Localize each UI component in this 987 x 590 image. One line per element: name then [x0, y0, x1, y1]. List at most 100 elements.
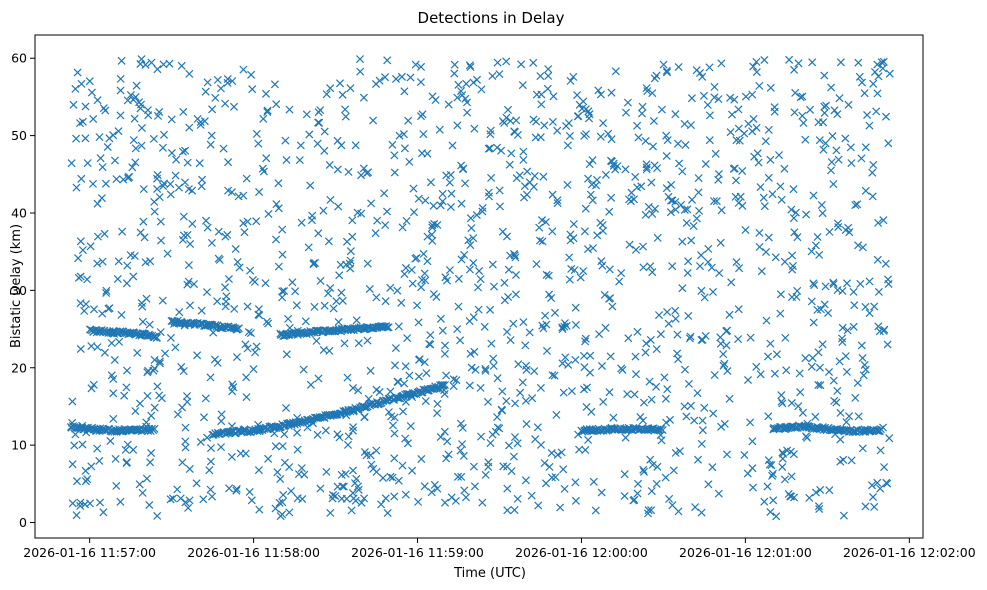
- detection-point: [712, 197, 721, 206]
- detection-point: [504, 292, 513, 302]
- detection-point: [584, 114, 594, 123]
- detection-point: [565, 131, 574, 141]
- detection-point: [707, 263, 716, 272]
- detection-point: [558, 325, 567, 334]
- detection-point: [851, 393, 860, 402]
- detection-point: [74, 273, 83, 282]
- detection-point: [184, 503, 193, 512]
- detection-point: [116, 111, 125, 120]
- detection-point: [276, 512, 285, 521]
- detection-point: [305, 416, 314, 425]
- detection-point: [885, 434, 894, 443]
- detection-point: [344, 432, 353, 441]
- detection-point: [741, 92, 750, 101]
- detection-point: [441, 273, 450, 282]
- detection-point: [171, 171, 180, 180]
- detection-point: [111, 454, 120, 463]
- detection-point: [597, 361, 607, 371]
- detection-point: [785, 55, 794, 64]
- detection-point: [624, 334, 633, 343]
- detection-point: [423, 149, 432, 158]
- detection-point: [417, 283, 426, 292]
- detection-point: [537, 100, 546, 109]
- detection-point: [604, 129, 613, 138]
- detection-point: [167, 148, 176, 158]
- detection-point: [571, 496, 580, 505]
- detection-point: [416, 78, 425, 87]
- detection-point: [274, 204, 283, 213]
- detection-point: [349, 423, 358, 432]
- detection-point: [335, 433, 344, 442]
- detection-point: [85, 77, 94, 86]
- detection-point: [859, 371, 868, 380]
- detection-point: [319, 206, 328, 215]
- detection-point: [633, 121, 642, 130]
- detection-point: [548, 117, 557, 126]
- detection-point: [101, 179, 110, 188]
- detection-point: [842, 279, 852, 288]
- detection-point: [845, 412, 854, 421]
- detection-point: [680, 205, 689, 214]
- detection-point: [184, 185, 193, 194]
- detection-point: [232, 486, 241, 495]
- detection-point: [93, 259, 102, 268]
- detection-point: [787, 398, 796, 408]
- detection-point: [413, 301, 422, 310]
- detection-point: [467, 224, 476, 233]
- detection-point: [402, 216, 411, 225]
- detection-point: [285, 105, 294, 114]
- detection-point: [243, 344, 252, 353]
- detection-point: [326, 84, 335, 93]
- detection-point: [711, 149, 720, 158]
- detection-point: [668, 501, 677, 510]
- detection-point: [615, 277, 624, 286]
- detection-point: [633, 489, 642, 498]
- detection-point: [232, 484, 241, 493]
- detection-point: [98, 257, 107, 266]
- detection-point: [146, 426, 155, 436]
- detection-point: [213, 297, 222, 306]
- detection-point: [116, 497, 125, 506]
- detection-point: [282, 155, 291, 165]
- detection-point: [131, 144, 140, 153]
- detection-point: [372, 293, 381, 302]
- detection-point: [855, 72, 864, 81]
- detection-point: [838, 337, 847, 347]
- detection-point: [110, 156, 120, 165]
- detection-point: [648, 142, 658, 151]
- detection-point: [263, 106, 272, 115]
- detection-point: [95, 456, 104, 465]
- detection-point: [310, 302, 319, 311]
- detection-point: [157, 394, 166, 403]
- detection-point: [588, 156, 597, 165]
- detection-point: [695, 68, 705, 78]
- detection-point: [437, 381, 446, 390]
- detection-point: [394, 476, 403, 485]
- detection-point: [428, 92, 437, 101]
- detection-point: [710, 371, 719, 380]
- detection-point: [408, 279, 417, 288]
- detection-point: [698, 335, 707, 344]
- detection-point: [753, 149, 762, 158]
- detection-point: [768, 471, 777, 480]
- detection-point: [326, 195, 335, 204]
- detection-point: [692, 214, 701, 223]
- detection-point: [135, 399, 145, 408]
- detection-point: [760, 202, 769, 211]
- detection-point: [573, 91, 582, 100]
- detection-point: [447, 189, 456, 198]
- detection-point: [163, 249, 172, 258]
- detection-point: [199, 413, 209, 422]
- detection-point: [280, 286, 289, 296]
- detection-point: [142, 331, 151, 340]
- detection-point: [581, 337, 590, 346]
- detection-point: [78, 440, 87, 449]
- detection-point: [671, 197, 680, 207]
- detection-point: [271, 504, 280, 513]
- detection-point: [774, 151, 784, 160]
- detection-point: [828, 131, 837, 141]
- y-tick-label: 50: [11, 128, 27, 143]
- detection-point: [185, 496, 194, 505]
- detection-point: [427, 230, 436, 239]
- detection-point: [669, 466, 678, 475]
